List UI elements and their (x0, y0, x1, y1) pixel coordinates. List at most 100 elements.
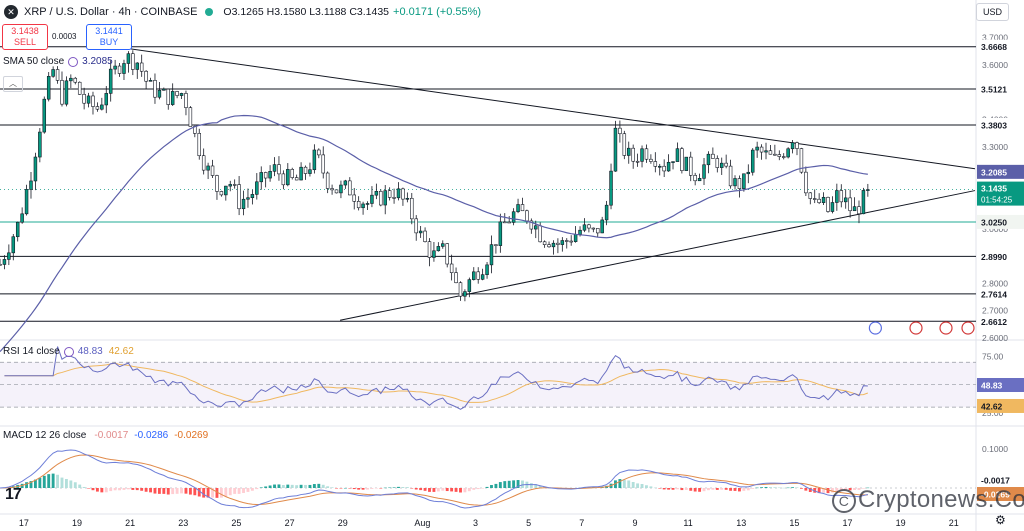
candle-body (458, 282, 463, 297)
candle (622, 130, 627, 160)
candle (77, 81, 82, 95)
macd-bar (290, 484, 294, 488)
candle (688, 151, 693, 182)
tradingview-logo[interactable]: 17 (5, 486, 22, 503)
candle (157, 81, 162, 100)
buy-button[interactable]: 3.1441 BUY (86, 24, 132, 50)
candle-body (525, 210, 529, 222)
time-tick-label: 27 (285, 518, 295, 528)
macd-bar (459, 488, 462, 493)
macd-bar (259, 487, 263, 488)
macd-bar (507, 480, 511, 488)
macd-bar (472, 488, 476, 490)
candle-body (2, 259, 7, 265)
candle-body (51, 69, 55, 77)
time-tick-label: 29 (338, 518, 348, 528)
support-level-badge: 3.0250 (981, 217, 1007, 227)
macd-bar (206, 488, 210, 498)
macd-bar (312, 484, 316, 488)
visibility-icon[interactable] (68, 56, 79, 67)
candle-body (582, 224, 587, 231)
candle (387, 187, 392, 201)
candle (467, 277, 472, 298)
candle-body (826, 196, 830, 212)
macd-bar (339, 488, 343, 489)
rsi-ma-badge: 42.62 (981, 401, 1003, 411)
macd-bar (343, 487, 347, 489)
candle-body (144, 70, 148, 82)
macd-bar (782, 487, 786, 489)
candle (46, 72, 51, 102)
macd-bar (242, 488, 245, 493)
time-tick-label: 5 (526, 518, 531, 528)
candle-body (808, 192, 813, 199)
candle (312, 144, 317, 174)
candle-body (126, 53, 131, 64)
candle-body (711, 153, 715, 159)
rsi-legend[interactable]: RSI 14 close 48.83 42.62 (3, 346, 134, 357)
candle (830, 196, 835, 214)
candle (644, 144, 649, 163)
candle (480, 268, 485, 281)
macd-bar (188, 488, 192, 495)
candle-body (20, 213, 24, 223)
candle (334, 189, 339, 194)
macd-bar (640, 484, 644, 488)
rsi-value: 48.83 (77, 346, 103, 357)
macd-bar (799, 488, 803, 489)
signal-value: -0.0269 (174, 430, 209, 441)
candle-body (511, 211, 516, 223)
candle-body (157, 89, 162, 98)
us-flag-icon (909, 321, 923, 335)
macd-bar (157, 488, 161, 494)
candle (228, 180, 232, 192)
visibility-icon[interactable] (63, 346, 74, 357)
candle (458, 281, 463, 301)
candle-body (503, 221, 507, 224)
macd-bar (250, 488, 254, 491)
candle-body (507, 221, 511, 224)
candle-body (494, 244, 498, 246)
macd-bar (423, 488, 427, 491)
currency-selector[interactable]: USD (976, 3, 1010, 21)
macd-bar (286, 484, 290, 488)
candle-body (441, 243, 445, 247)
candle-body (631, 147, 635, 162)
sma-legend[interactable]: SMA 50 close 3.2085 (3, 56, 113, 67)
candle-body (38, 131, 42, 158)
candle (64, 76, 69, 107)
candle-body (635, 160, 640, 163)
gear-icon[interactable]: ⚙ (995, 513, 1006, 527)
candle-body (348, 180, 352, 196)
candle (374, 183, 379, 200)
level-badge-bg (977, 286, 1024, 301)
sell-button[interactable]: 3.1438 SELL (2, 24, 48, 50)
candle (542, 240, 547, 248)
macd-value: -0.0286 (134, 430, 169, 441)
macd-bar (95, 488, 99, 492)
candle (755, 141, 759, 158)
price-tick-label: 3.6000 (982, 60, 1008, 70)
sell-price: 3.1438 (11, 26, 39, 36)
candle (294, 174, 299, 181)
collapse-legend-button[interactable]: ︿ (3, 76, 23, 92)
candle (126, 51, 131, 73)
candle (144, 70, 148, 89)
candle-body (839, 190, 844, 203)
candle (15, 221, 20, 242)
macd-legend[interactable]: MACD 12 26 close -0.0017 -0.0286 -0.0269 (3, 430, 208, 441)
symbol-title[interactable]: XRP / U.S. Dollar · 4h · COINBASE (24, 6, 198, 18)
level-badge: 3.6668 (981, 42, 1007, 52)
candle (750, 148, 755, 176)
sma-line (0, 114, 868, 353)
macd-bar (711, 488, 715, 490)
watermark-logo-icon: C (832, 488, 856, 513)
candle-body (179, 93, 184, 96)
candle (565, 238, 569, 249)
macd-bar (29, 481, 33, 488)
candle-body (618, 127, 622, 135)
macd-bar (715, 488, 719, 490)
candle (485, 261, 489, 279)
